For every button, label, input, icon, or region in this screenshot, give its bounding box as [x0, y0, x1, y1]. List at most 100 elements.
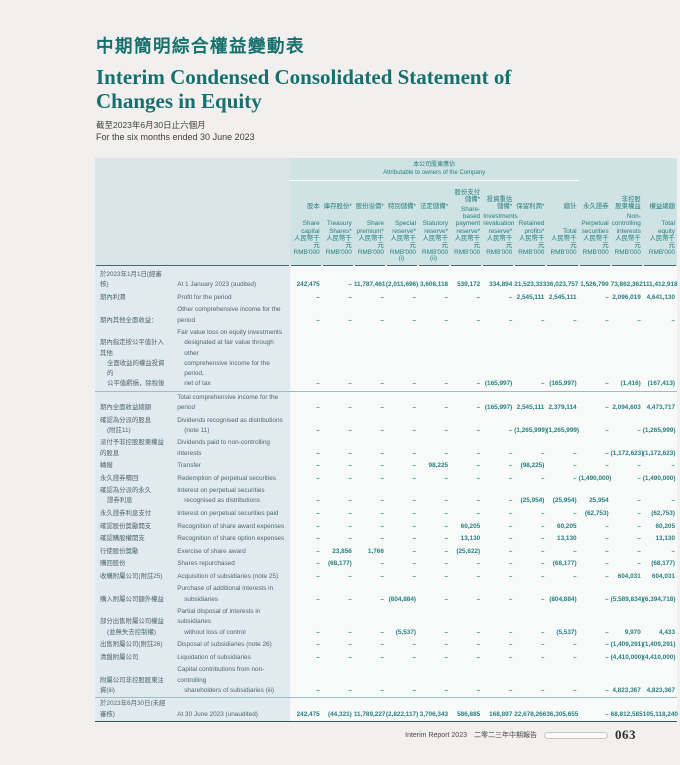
col-header-en-text: Non- controlling interests — [611, 213, 641, 235]
cell-treasury_shares: (44,321) — [321, 697, 354, 722]
cell-perpetual_securities: (1,490,000) — [578, 472, 611, 486]
header-underline: 權益總額 Total equity 人民幣千元 RMB'000 — [643, 181, 676, 266]
cell-retained_profits: (1,265,999) — [514, 414, 547, 438]
cell-special_reserve: (2,011,696) — [385, 266, 418, 292]
col-header-stack: 股本 Share capital 人民幣千元 RMB'000 — [291, 181, 321, 265]
col-header-stack: 非控股 股東權益 Non- controlling interests 人民幣千元 R… — [612, 181, 642, 265]
cell-perpetual_securities: – — [578, 437, 611, 460]
cell-non_controlling_interests: 4,823,367 — [610, 664, 643, 698]
cell-share_based_payment_reserve: 13,130 — [450, 532, 483, 546]
col-header-non_controlling_interests: 非控股 股東權益 Non- controlling interests 人民幣千元 R… — [610, 181, 643, 266]
cell-investments_revaluation_reserve: 168,897 — [482, 697, 515, 722]
cell-total_equity: (1,409,291) — [642, 639, 677, 652]
cell-share_based_payment_reserve: – — [450, 664, 483, 698]
header-underline: 永久證券 Perpetual securities 人民幣千元 RMB'000 — [579, 181, 610, 266]
table-row: 確認為分派的股息 (附註11) Dividends recognised as di… — [95, 414, 677, 438]
cell-non_controlling_interests: – — [610, 507, 643, 521]
table-row: 期內利潤 Profit for the period – – – – – – –2,545,11… — [95, 291, 677, 305]
content-area: 中期簡明綜合權益變動表 Interim Condensed Consolidat… — [95, 33, 678, 722]
col-header-stack: 總計 Total 人民幣千元 RMB'000 — [547, 181, 577, 265]
cell-treasury_shares: – — [321, 304, 354, 327]
row-label-en-line: Purchase of additional interests in — [177, 585, 274, 593]
col-header-share_capital: 股本 Share capital 人民幣千元 RMB'000 — [289, 181, 322, 266]
cell-treasury_shares: – — [321, 651, 354, 665]
cell-total: (1,265,999) — [546, 414, 579, 438]
page-title-en: Interim Condensed Consolidated Statement… — [96, 65, 512, 113]
cell-statutory_reserve: – — [418, 507, 451, 521]
col-header-en: Share premium* — [355, 213, 384, 235]
header-underline: 總計 Total 人民幣千元 RMB'000 — [547, 181, 578, 266]
cell-total: – — [546, 507, 579, 521]
cell-investments_revaluation_reserve: – — [482, 304, 515, 327]
col-header-en: Retained profits* — [515, 213, 545, 235]
col-header-zh: 永久證券 — [583, 203, 609, 211]
cell-share_premium: – — [353, 472, 386, 486]
header-underline: 庫存股份* Treasury Shares* 人民幣千元 RMB'000 — [322, 181, 353, 266]
row-label-en: Disposal of subsidiaries (note 26) — [169, 639, 290, 652]
cell-share_capital: – — [289, 639, 322, 652]
cell-total_equity: (4,410,000) — [642, 651, 677, 665]
table-row-opening-balance: 於2023年1月1日(經審核) At 1 January 2023 (audite… — [95, 266, 678, 292]
row-label-en: Interest on perpetual securities paid — [169, 507, 290, 521]
cell-total_equity: – — [642, 459, 677, 473]
cell-share_capital: – — [289, 606, 322, 640]
col-unit-zh: 人民幣千元 — [390, 234, 416, 249]
cell-non_controlling_interests: – — [610, 485, 643, 508]
header-underline: 投資重估 儲備* Investments revaluation reserve*… — [483, 181, 518, 266]
cell-treasury_shares: – — [321, 532, 354, 546]
cell-share_premium: – — [353, 570, 386, 584]
cell-treasury_shares: – — [321, 520, 354, 533]
cell-total_equity: 4,641,130 — [642, 291, 677, 305]
cell-share_premium: – — [353, 520, 386, 533]
col-header-en-text: Treasury Shares* — [326, 220, 352, 235]
cell-share_capital: 242,475 — [289, 697, 322, 722]
cell-total_equity: 604,031 — [642, 570, 677, 584]
cell-share_premium: – — [353, 583, 386, 607]
row-label-en: Partial disposal of interests in subsidi… — [169, 606, 290, 640]
row-label-en-line: Fair value loss on equity investments — [177, 329, 283, 337]
cell-share_premium: 11,789,227 — [353, 697, 386, 722]
row-label-zh: 期內利潤 — [95, 291, 170, 305]
row-label-en: Recognition of share option expenses — [169, 532, 290, 546]
cell-share_based_payment_reserve: – — [450, 639, 483, 652]
cell-total: (25,954) — [546, 485, 579, 508]
col-note — [291, 256, 320, 263]
cell-treasury_shares: – — [321, 459, 354, 473]
cell-share_premium: – — [353, 606, 386, 640]
row-label-zh: 期內全面收益總額 — [95, 390, 170, 415]
cell-perpetual_securities: 25,954 — [578, 485, 611, 508]
cell-perpetual_securities: – — [578, 545, 611, 559]
row-label-en-line: recognised as distributions — [184, 497, 260, 505]
header-corner-labels — [95, 181, 290, 266]
col-unit-zh: 人民幣千元 — [615, 234, 641, 249]
row-label-zh-line: 永久證券利息支付 — [100, 510, 152, 518]
col-header-share_based_payment_reserve: 股份支付 儲備* Share-based payment reserve* 人民幣千… — [450, 181, 483, 266]
row-label-zh-line: 出售附屬公司(附註26) — [100, 641, 163, 649]
cell-perpetual_securities: – — [578, 520, 611, 533]
col-header-en: Share-based payment reserve* — [451, 206, 481, 235]
cell-total: 60,205 — [546, 520, 579, 533]
footer-report-en: Interim Report 2023 — [405, 731, 467, 739]
col-header-stack: 投資重估 儲備* Investments revaluation reserve*… — [483, 181, 517, 265]
row-label-zh: 收購附屬公司(附註25) — [95, 570, 170, 584]
row-label-en: At 30 June 2023 (unaudited) — [169, 697, 290, 722]
row-label-zh-line: 公平值虧損，除稅後 — [107, 380, 165, 388]
cell-share_premium: – — [353, 390, 386, 415]
cell-total: – — [546, 437, 579, 460]
col-header-zh: 總計 — [563, 203, 577, 211]
row-label-zh-line: 於2023年1月1日(經審核) — [100, 271, 162, 289]
cell-treasury_shares: – — [321, 485, 354, 508]
cell-retained_profits: – — [514, 639, 547, 652]
cell-treasury_shares: 23,856 — [321, 545, 354, 559]
cell-total_equity: 4,433 — [642, 606, 677, 640]
col-unit-en: RMB'000 — [389, 249, 416, 257]
col-header-stack: 永久證券 Perpetual securities 人民幣千元 RMB'000 — [580, 181, 610, 265]
row-label-zh-line: 購入附屬公司額外權益 — [100, 595, 164, 603]
cell-investments_revaluation_reserve: – — [482, 651, 515, 665]
cell-retained_profits: – — [514, 583, 547, 607]
col-header-zh: 法定儲備* — [420, 203, 449, 211]
cell-treasury_shares: – — [321, 291, 354, 305]
col-header-en-text: Share premium* — [356, 220, 384, 235]
col-header-total: 總計 Total 人民幣千元 RMB'000 — [546, 181, 579, 266]
cell-investments_revaluation_reserve: – — [482, 545, 515, 559]
